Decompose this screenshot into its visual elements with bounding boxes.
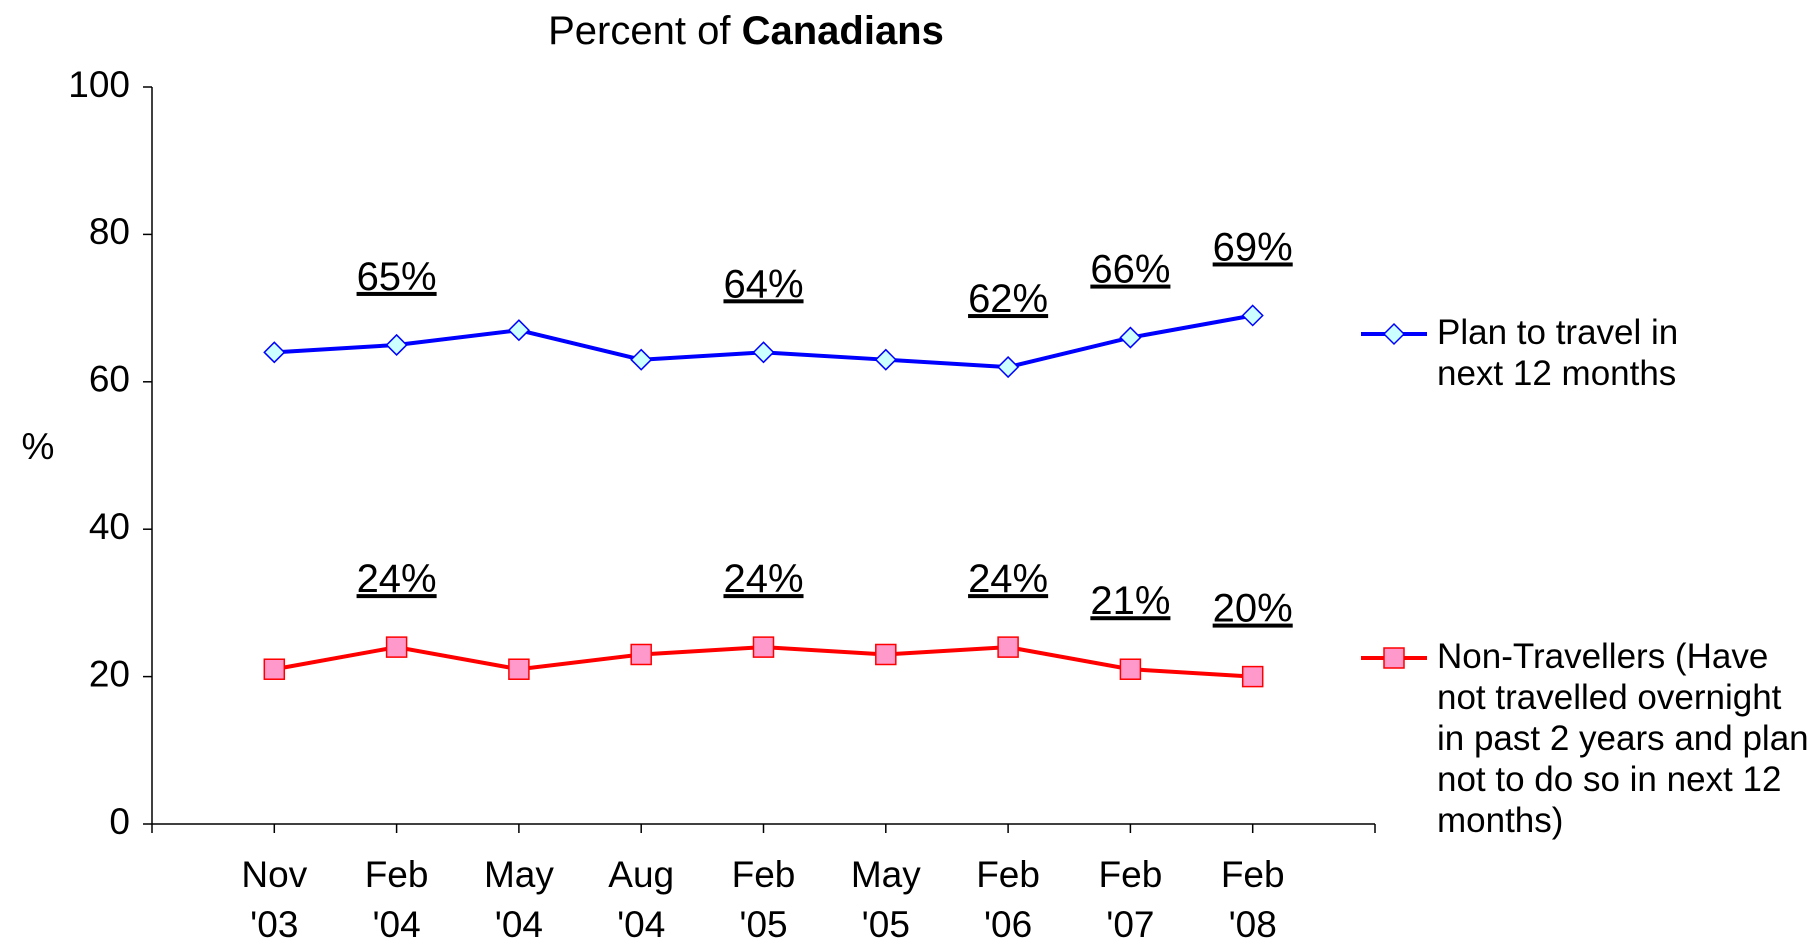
chart-title: Percent of Canadians	[548, 9, 944, 53]
point-marker	[752, 341, 775, 364]
y-tick-label: 40	[89, 506, 130, 547]
y-tick-label: 60	[89, 359, 130, 400]
legend-entry: Plan to travel in next 12 months	[1437, 313, 1679, 393]
x-tick-label: Feb '05	[732, 854, 796, 945]
point-marker	[997, 355, 1020, 379]
x-tick-label: May '04	[484, 854, 554, 945]
point-marker	[1241, 304, 1264, 327]
point-marker	[630, 348, 653, 371]
data-label: 62%	[968, 277, 1048, 321]
title-emphasis: Canadians	[742, 9, 944, 53]
data-label: 66%	[1090, 248, 1170, 292]
y-tick-label: 100	[68, 64, 130, 105]
point-marker	[874, 348, 897, 371]
data-label: 24%	[357, 557, 437, 601]
x-tick-label: Feb '08	[1221, 854, 1285, 945]
x-tick-label: Feb '04	[365, 854, 429, 945]
point-marker	[385, 333, 408, 357]
x-tick-label: Feb '06	[976, 854, 1040, 945]
point-marker	[630, 643, 652, 666]
point-marker	[1119, 326, 1142, 349]
point-marker	[263, 658, 286, 680]
legend-label: Plan to travel in next 12 months	[1437, 313, 1679, 393]
data-label: 24%	[968, 557, 1048, 601]
y-axis-label: %	[22, 426, 55, 467]
point-marker	[875, 643, 897, 666]
x-tick-label: May '05	[851, 854, 921, 945]
point-marker	[1382, 322, 1406, 346]
y-tick-label: 20	[89, 653, 130, 694]
x-tick-label: Nov '03	[241, 854, 307, 945]
data-label: 21%	[1090, 579, 1170, 623]
point-marker	[385, 636, 408, 658]
point-marker	[1383, 647, 1405, 669]
data-label: 24%	[723, 557, 803, 601]
x-tick-label: Feb '07	[1099, 854, 1163, 945]
legend-label: Non-Travellers (Have not travelled overn…	[1437, 637, 1809, 840]
data-label: 69%	[1213, 225, 1293, 269]
data-label: 65%	[357, 255, 437, 299]
x-tick-label: Aug '04	[608, 854, 674, 945]
point-marker	[1119, 658, 1142, 680]
point-marker	[997, 636, 1019, 658]
title-part: Percent of	[548, 9, 731, 53]
y-tick-label: 80	[89, 211, 130, 252]
data-label: 64%	[723, 262, 803, 306]
point-marker	[752, 636, 775, 658]
point-marker	[263, 341, 286, 364]
legend-entry: Non-Travellers (Have not travelled overn…	[1437, 637, 1809, 840]
data-label: 20%	[1213, 587, 1293, 631]
point-marker	[508, 658, 530, 680]
point-marker	[1241, 665, 1264, 688]
y-tick-label: 0	[109, 801, 130, 842]
point-marker	[507, 319, 530, 342]
